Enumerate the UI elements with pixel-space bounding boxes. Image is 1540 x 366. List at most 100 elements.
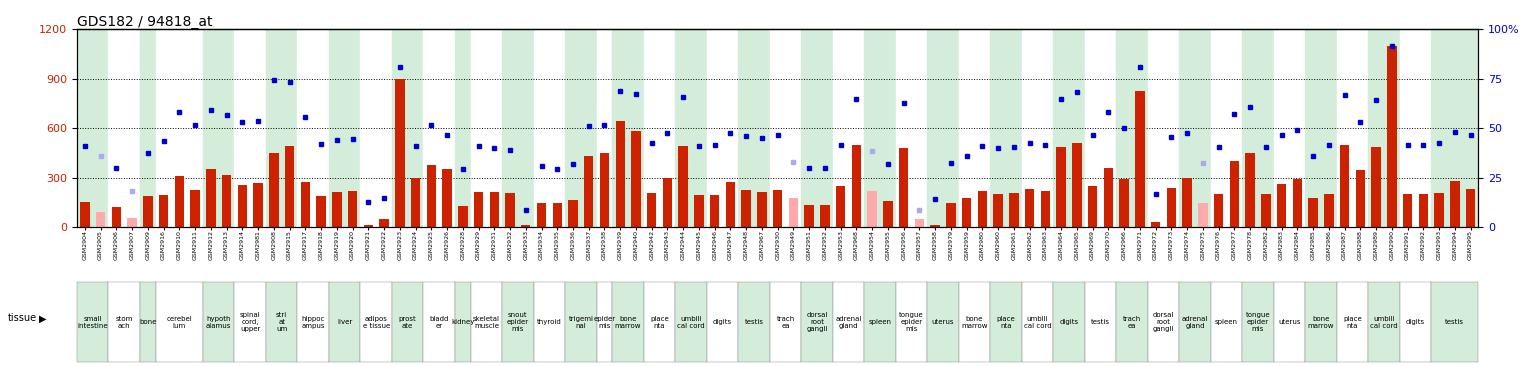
Text: bone: bone xyxy=(139,319,157,325)
Bar xyxy=(1466,189,1475,227)
Bar xyxy=(644,29,676,227)
Bar xyxy=(801,29,833,227)
Bar xyxy=(1053,29,1084,227)
Bar xyxy=(596,29,613,227)
Bar xyxy=(333,192,342,227)
Bar xyxy=(1087,186,1098,227)
Bar xyxy=(568,200,578,227)
Bar xyxy=(1371,146,1381,227)
Text: cerebel
lum: cerebel lum xyxy=(166,315,192,329)
Text: spinal
cord,
upper: spinal cord, upper xyxy=(240,312,260,332)
Bar xyxy=(1167,188,1177,227)
Bar xyxy=(521,225,530,227)
Bar xyxy=(1418,194,1428,227)
Bar xyxy=(599,153,610,227)
Bar xyxy=(647,193,656,227)
Bar xyxy=(427,165,436,227)
Bar xyxy=(191,190,200,227)
Text: spleen: spleen xyxy=(1215,319,1238,325)
Bar xyxy=(206,169,216,227)
Bar xyxy=(108,29,140,227)
Bar xyxy=(1104,168,1113,227)
Text: ▶: ▶ xyxy=(38,313,46,324)
Text: skeletal
muscle: skeletal muscle xyxy=(473,315,500,329)
Bar xyxy=(565,29,596,227)
Bar xyxy=(1261,194,1270,227)
Text: stri
at
um: stri at um xyxy=(276,312,288,332)
Text: dorsal
root
gangli: dorsal root gangli xyxy=(807,312,829,332)
Bar xyxy=(930,225,939,227)
Text: tongue
epider
mis: tongue epider mis xyxy=(899,312,924,332)
Bar xyxy=(1210,29,1243,227)
Bar xyxy=(959,29,990,227)
Bar xyxy=(773,190,782,227)
Text: testis: testis xyxy=(1445,319,1465,325)
Bar xyxy=(1120,179,1129,227)
Bar xyxy=(285,146,294,227)
Bar xyxy=(679,146,688,227)
Text: kidney: kidney xyxy=(451,319,474,325)
Bar xyxy=(1021,29,1053,227)
Text: adrenal
gland: adrenal gland xyxy=(1181,315,1209,329)
Bar xyxy=(662,178,671,227)
Bar xyxy=(884,201,893,227)
Bar xyxy=(396,79,405,227)
Text: bone
marrow: bone marrow xyxy=(1307,315,1334,329)
Bar xyxy=(502,29,534,227)
Bar xyxy=(1246,153,1255,227)
Bar xyxy=(1009,193,1018,227)
Bar xyxy=(695,195,704,227)
Bar xyxy=(1403,194,1412,227)
Text: umbili
cal cord: umbili cal cord xyxy=(1371,315,1398,329)
Text: bone
marrow: bone marrow xyxy=(961,315,987,329)
Bar xyxy=(505,193,514,227)
Bar xyxy=(770,29,801,227)
Bar xyxy=(266,29,297,227)
Text: thyroid: thyroid xyxy=(537,319,562,325)
Bar xyxy=(1116,29,1147,227)
Bar xyxy=(111,207,122,227)
Text: trach
ea: trach ea xyxy=(1123,315,1141,329)
Bar xyxy=(1434,193,1445,227)
Bar xyxy=(1229,161,1240,227)
Bar xyxy=(758,191,767,227)
Bar xyxy=(454,29,471,227)
Bar xyxy=(962,198,972,227)
Bar xyxy=(1306,29,1337,227)
Bar xyxy=(537,203,547,227)
Bar xyxy=(1026,189,1035,227)
Bar xyxy=(391,29,424,227)
Bar xyxy=(584,156,593,227)
Bar xyxy=(1431,29,1478,227)
Bar xyxy=(1277,184,1286,227)
Text: umbili
cal cord: umbili cal cord xyxy=(678,315,705,329)
Bar xyxy=(348,191,357,227)
Text: digits: digits xyxy=(713,319,731,325)
Bar xyxy=(140,29,156,227)
Text: tissue: tissue xyxy=(8,313,37,324)
Text: testis: testis xyxy=(744,319,764,325)
Bar xyxy=(471,29,502,227)
Bar xyxy=(1072,143,1081,227)
Bar xyxy=(360,29,391,227)
Bar xyxy=(330,29,360,227)
Bar xyxy=(1243,29,1274,227)
Bar xyxy=(237,185,246,227)
Bar xyxy=(978,191,987,227)
Text: testis: testis xyxy=(1090,319,1110,325)
Bar xyxy=(80,202,89,227)
Bar xyxy=(442,169,451,227)
Text: uterus: uterus xyxy=(932,319,955,325)
Bar xyxy=(457,205,468,227)
Bar xyxy=(927,29,959,227)
Text: dorsal
root
gangli: dorsal root gangli xyxy=(1153,312,1173,332)
Bar xyxy=(534,29,565,227)
Bar xyxy=(1214,194,1223,227)
Text: hypoth
alamus: hypoth alamus xyxy=(206,315,231,329)
Bar xyxy=(1355,169,1364,227)
Bar xyxy=(270,153,279,227)
Bar xyxy=(864,29,896,227)
Bar xyxy=(1368,29,1400,227)
Bar xyxy=(946,202,956,227)
Bar xyxy=(297,29,330,227)
